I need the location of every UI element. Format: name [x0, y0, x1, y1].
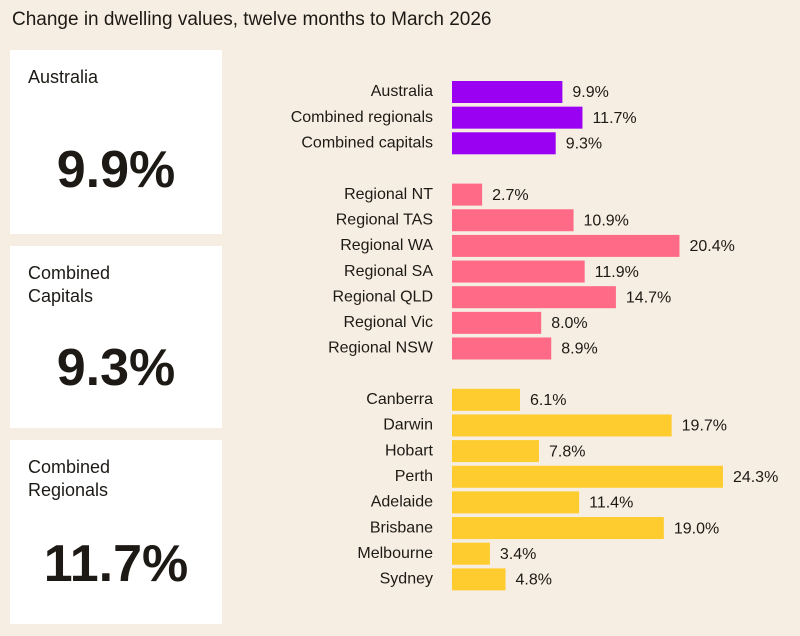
card-label: Combined Regionals — [28, 457, 111, 500]
bar — [452, 542, 490, 565]
bar — [452, 517, 664, 540]
value-label: 9.3% — [566, 136, 602, 153]
bar — [452, 414, 672, 437]
value-label: 11.7% — [592, 110, 636, 127]
card-label: Combined Capitals — [28, 263, 111, 306]
bar — [452, 132, 556, 155]
category-label: Melbourne — [357, 545, 433, 562]
bar — [452, 337, 552, 360]
category-label: Hobart — [385, 442, 434, 459]
card: Combined Capitals 9.3% — [10, 246, 222, 428]
title: Change in dwelling values, twelve months… — [12, 9, 492, 30]
category-label: Regional TAS — [336, 211, 433, 228]
category-label: Combined regionals — [291, 109, 433, 126]
card-label: Australia — [28, 67, 99, 87]
bar — [452, 209, 574, 232]
bar — [452, 106, 583, 129]
category-label: Darwin — [383, 417, 433, 434]
category-label: Adelaide — [371, 494, 433, 511]
bar — [452, 234, 680, 257]
value-label: 14.7% — [626, 289, 671, 306]
value-label: 19.0% — [674, 520, 719, 537]
card-value: 9.3% — [56, 339, 176, 397]
bar — [452, 260, 585, 283]
value-label: 20.4% — [689, 238, 734, 255]
category-label: Regional QLD — [333, 288, 434, 305]
category-label: Regional NT — [344, 186, 433, 203]
bar — [452, 81, 563, 103]
value-label: 11.9% — [595, 264, 639, 281]
value-label: 4.8% — [516, 572, 552, 589]
card: Australia 9.9% — [10, 50, 222, 234]
bar — [452, 311, 542, 334]
bar — [452, 388, 521, 411]
value-label: 24.3% — [733, 469, 778, 486]
value-label: 8.9% — [561, 341, 597, 358]
category-label: Sydney — [380, 571, 433, 588]
card: Combined Regionals 11.7% — [10, 440, 222, 624]
category-label: Perth — [395, 468, 433, 485]
category-label: Combined capitals — [301, 135, 433, 152]
bar — [452, 491, 580, 514]
value-label: 11.4% — [589, 495, 633, 512]
bar — [452, 183, 483, 206]
bar — [452, 465, 723, 488]
value-label: 7.8% — [549, 443, 585, 460]
category-label: Australia — [371, 83, 433, 100]
value-label: 3.4% — [500, 546, 536, 563]
card-value: 11.7% — [43, 535, 189, 593]
value-label: 9.9% — [572, 84, 608, 101]
category-label: Regional SA — [344, 263, 433, 280]
value-label: 19.7% — [682, 418, 727, 435]
category-label: Brisbane — [370, 519, 433, 536]
card-value: 9.9% — [56, 141, 176, 199]
value-label: 6.1% — [530, 392, 566, 409]
value-label: 8.0% — [551, 315, 587, 332]
category-label: Regional NSW — [328, 340, 434, 357]
value-label: 10.9% — [584, 212, 629, 229]
bar — [452, 440, 539, 463]
bar — [452, 286, 616, 309]
category-label: Regional WA — [340, 237, 433, 254]
category-label: Canberra — [366, 391, 433, 408]
value-label: 2.7% — [492, 187, 528, 204]
category-label: Regional Vic — [343, 314, 433, 331]
bar — [452, 568, 506, 591]
